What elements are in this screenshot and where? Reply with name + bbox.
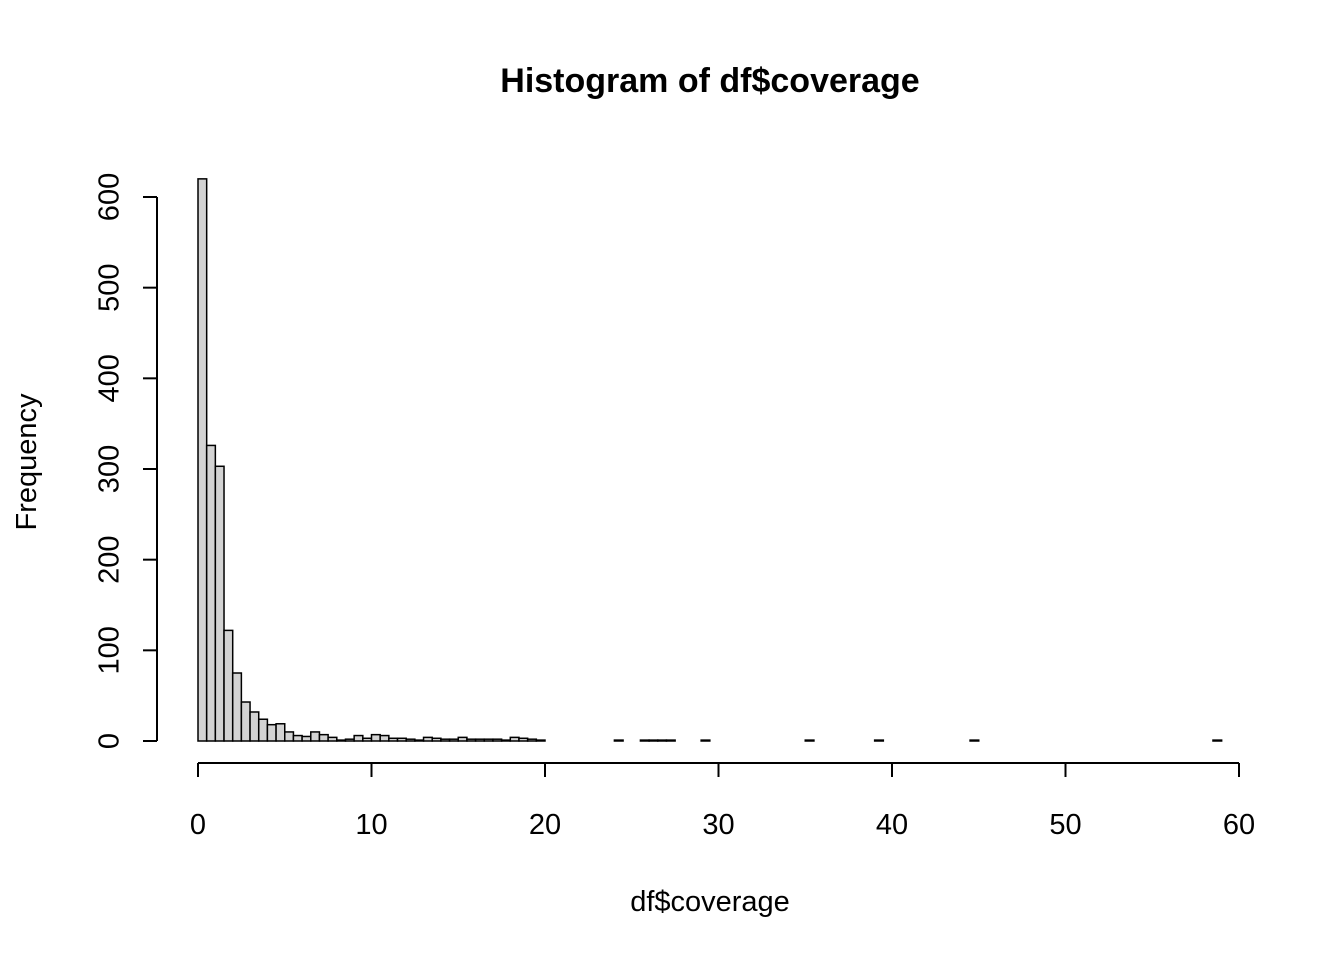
x-tick-label: 0 <box>190 809 206 841</box>
bar <box>422 736 433 742</box>
bar <box>648 739 659 742</box>
y-tick-label: 500 <box>94 263 126 311</box>
bar <box>231 672 243 742</box>
y-tick-label: 300 <box>94 445 126 493</box>
bar <box>336 739 347 742</box>
bar <box>205 444 217 742</box>
bar <box>1212 739 1223 742</box>
bar <box>639 739 650 742</box>
bar <box>318 733 329 742</box>
x-tick-label: 30 <box>702 809 734 841</box>
bar <box>284 731 295 742</box>
y-tick-label: 400 <box>94 354 126 402</box>
bar <box>396 737 407 742</box>
bar <box>240 701 251 742</box>
bar <box>362 737 373 742</box>
bar <box>379 734 390 742</box>
bar <box>214 465 225 742</box>
bar <box>223 629 234 742</box>
bar <box>301 735 312 742</box>
bar <box>257 718 269 742</box>
bar <box>370 733 381 742</box>
x-tick-label: 60 <box>1223 809 1255 841</box>
bar <box>414 739 425 742</box>
bar <box>353 734 364 742</box>
y-tick-label: 0 <box>94 733 126 749</box>
bar <box>249 711 260 742</box>
x-tick-label: 40 <box>876 809 908 841</box>
bar <box>310 731 321 742</box>
bar <box>266 723 277 742</box>
bar <box>535 739 546 742</box>
bar <box>483 738 494 742</box>
bar <box>700 739 711 742</box>
chart-title: Histogram of df$coverage <box>500 62 919 100</box>
bar <box>804 739 815 742</box>
bar <box>509 736 520 742</box>
bar <box>518 737 529 742</box>
bar <box>327 736 338 742</box>
bar <box>292 734 303 742</box>
y-tick-label: 600 <box>94 173 126 221</box>
bar <box>275 723 286 742</box>
bar <box>440 738 451 742</box>
bar <box>457 736 468 742</box>
x-tick-label: 50 <box>1049 809 1081 841</box>
bar <box>969 739 980 742</box>
x-tick-label: 20 <box>529 809 561 841</box>
bar <box>657 739 668 742</box>
bar <box>474 738 486 742</box>
bar <box>665 739 676 742</box>
bar <box>405 738 416 742</box>
bar <box>431 737 442 742</box>
y-axis-label: Frequency <box>11 393 43 531</box>
bar <box>500 739 512 742</box>
bar <box>613 739 624 742</box>
bar <box>448 738 460 742</box>
bar <box>466 738 477 742</box>
y-tick-label: 200 <box>94 535 126 583</box>
bar <box>344 738 355 742</box>
x-tick-label: 10 <box>355 809 387 841</box>
bar <box>526 738 538 742</box>
y-tick-label: 100 <box>94 626 126 674</box>
x-axis-label: df$coverage <box>630 886 790 918</box>
bar <box>873 739 885 742</box>
bar <box>388 737 399 742</box>
bar <box>197 178 208 742</box>
bar <box>492 738 503 742</box>
